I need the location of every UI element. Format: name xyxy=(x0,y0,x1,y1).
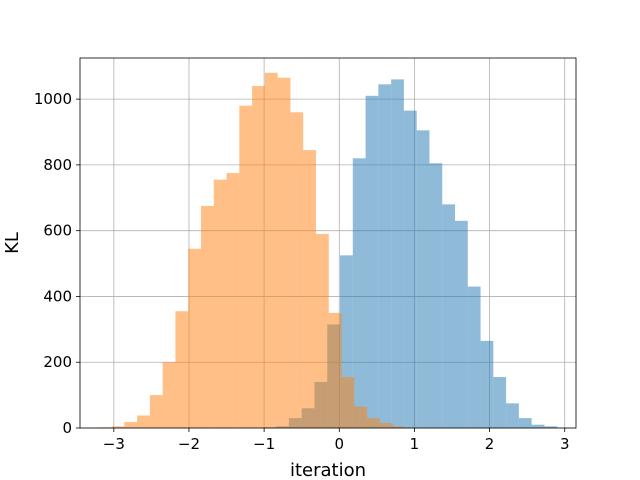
histogram-bar xyxy=(365,95,379,429)
histogram-bar xyxy=(531,424,545,428)
histogram-bar xyxy=(544,426,558,428)
x-tick-label: 3 xyxy=(560,435,570,453)
histogram-bar xyxy=(264,72,278,429)
x-tick-label: 2 xyxy=(485,435,495,453)
histogram-bar xyxy=(518,418,532,428)
histogram-bar xyxy=(162,362,176,428)
y-tick-label: 200 xyxy=(43,353,72,371)
histogram-bar xyxy=(277,77,291,428)
histogram-bar xyxy=(378,84,392,429)
histogram-bar xyxy=(354,406,368,428)
histogram-bar xyxy=(392,426,404,428)
plot-area-frame xyxy=(79,57,577,429)
histogram-bar xyxy=(506,403,519,428)
histogram-bar xyxy=(315,233,329,428)
histogram-bar xyxy=(493,377,507,428)
y-tick-label: 1000 xyxy=(34,90,72,108)
histogram-bar xyxy=(367,418,380,428)
y-tick-label: 600 xyxy=(43,222,72,240)
y-axis-label: KL xyxy=(2,232,23,254)
x-axis-label: iteration xyxy=(290,460,366,480)
histogram-bar xyxy=(403,110,417,428)
histogram-bar xyxy=(137,415,150,428)
histogram-bar xyxy=(111,426,125,428)
x-tick-label: 0 xyxy=(334,435,344,453)
histogram-bar xyxy=(455,220,468,428)
histogram-bar xyxy=(341,377,355,428)
histogram-bar xyxy=(188,248,201,428)
y-tick-label: 0 xyxy=(62,419,72,437)
y-tick-label: 800 xyxy=(43,156,72,174)
histogram-bar xyxy=(239,105,253,428)
x-tick-label: −3 xyxy=(103,435,125,453)
histogram-bar xyxy=(226,173,240,428)
series-0-bars xyxy=(263,79,558,429)
histogram-bars xyxy=(98,72,558,429)
histogram-bar xyxy=(352,158,366,429)
histogram-bar xyxy=(467,286,481,428)
histogram-bar xyxy=(391,79,404,428)
x-tick-label: 1 xyxy=(410,435,420,453)
histogram-bar xyxy=(416,130,430,428)
histogram-bar xyxy=(303,150,316,429)
histogram-bar xyxy=(328,312,342,428)
axis-ticks: −3 −2 −1 0 1 2 3 0 200 400 600 800 1000 xyxy=(34,90,570,453)
histogram-bar xyxy=(252,85,265,428)
x-tick-label: −1 xyxy=(253,435,275,453)
histogram-bar xyxy=(442,204,456,428)
histogram-bar xyxy=(200,206,214,428)
histogram-bar xyxy=(480,340,494,428)
histogram-bar xyxy=(429,163,443,428)
series-1-bars xyxy=(98,72,404,429)
histogram-bar xyxy=(290,112,304,429)
histogram-bar xyxy=(175,311,189,428)
x-tick-label: −2 xyxy=(178,435,200,453)
histogram-bar xyxy=(124,422,138,428)
histogram-bar xyxy=(379,423,393,428)
histogram-bar xyxy=(213,179,227,428)
histogram-bar xyxy=(149,395,163,428)
y-tick-label: 400 xyxy=(43,287,72,305)
